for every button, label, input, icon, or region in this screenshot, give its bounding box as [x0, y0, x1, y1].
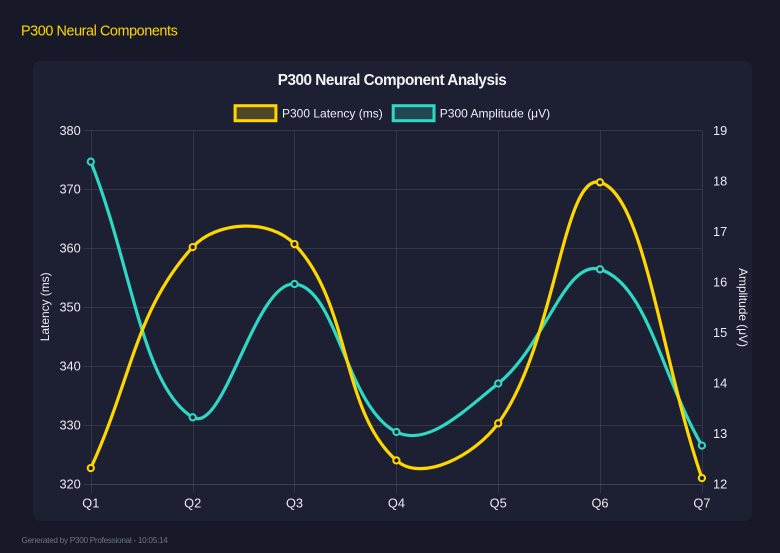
svg-text:P300 Amplitude (μV): P300 Amplitude (μV) [440, 107, 550, 121]
svg-text:Amplitude (μV): Amplitude (μV) [736, 268, 750, 347]
svg-text:12: 12 [713, 476, 727, 491]
svg-text:Q4: Q4 [388, 496, 405, 511]
svg-text:P300 Neural Component Analysis: P300 Neural Component Analysis [278, 72, 506, 89]
svg-text:320: 320 [59, 476, 80, 491]
svg-text:340: 340 [59, 359, 80, 374]
svg-text:360: 360 [59, 241, 80, 256]
svg-text:Q6: Q6 [591, 496, 608, 511]
svg-text:16: 16 [713, 274, 727, 289]
svg-text:370: 370 [59, 182, 80, 197]
svg-text:Generated by P300 Professional: Generated by P300 Professional - 10:05:1… [22, 536, 169, 545]
svg-text:P300 Neural Components: P300 Neural Components [21, 24, 178, 40]
svg-text:17: 17 [713, 224, 727, 239]
svg-text:Q1: Q1 [82, 496, 99, 511]
svg-text:350: 350 [59, 300, 80, 315]
svg-text:Latency (ms): Latency (ms) [38, 272, 52, 341]
svg-text:14: 14 [713, 375, 727, 390]
svg-text:330: 330 [59, 418, 80, 433]
svg-text:Q2: Q2 [184, 496, 201, 511]
svg-text:Q7: Q7 [693, 496, 710, 511]
svg-text:380: 380 [59, 123, 80, 138]
svg-text:18: 18 [713, 173, 727, 188]
svg-text:Q5: Q5 [490, 496, 507, 511]
svg-text:Q3: Q3 [286, 496, 303, 511]
svg-text:15: 15 [713, 325, 727, 340]
svg-text:13: 13 [713, 426, 727, 441]
svg-text:19: 19 [713, 123, 727, 138]
svg-text:P300 Latency (ms): P300 Latency (ms) [282, 107, 383, 121]
